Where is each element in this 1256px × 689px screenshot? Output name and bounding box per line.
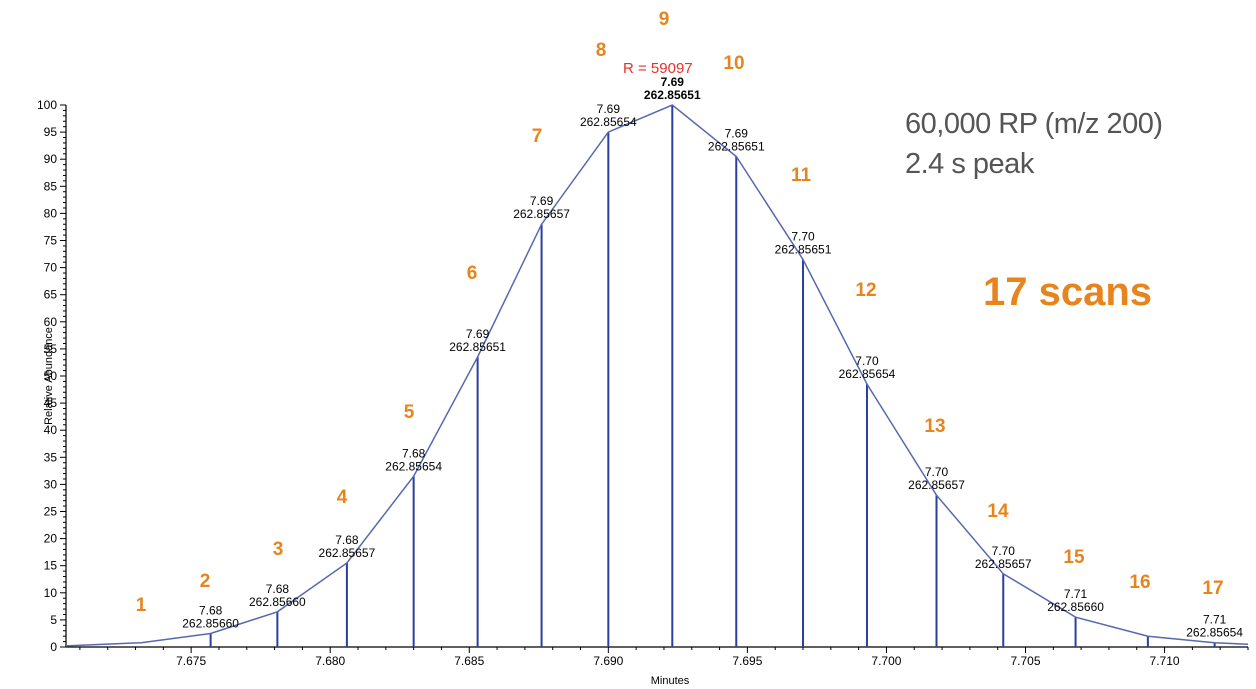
scan-number-label: 5: [404, 402, 415, 423]
y-tick-label: 55: [44, 342, 58, 356]
mz-value-label: 262.85657: [908, 478, 965, 492]
scan-number-label: 8: [596, 40, 607, 61]
resolving-power-label: 60,000 RP (m/z 200): [905, 108, 1163, 140]
data-labels: 7.68262.856607.68262.856607.68262.856577…: [182, 75, 1243, 640]
retention-time-label: 7.69: [530, 194, 554, 208]
retention-time-label: 7.70: [855, 354, 879, 368]
retention-time-label: 7.70: [791, 229, 815, 243]
x-tick-label: 7.690: [593, 654, 623, 668]
scan-sticks: [209, 105, 1216, 647]
mz-value-label: 262.85651: [708, 139, 765, 153]
y-tick-label: 70: [44, 261, 58, 275]
x-tick-label: 7.680: [315, 654, 345, 668]
scan-number-label: 4: [337, 487, 348, 508]
scan-count-label: 17 scans: [983, 270, 1153, 314]
resolution-label: R = 59097: [623, 60, 693, 77]
retention-time-label: 7.68: [199, 603, 223, 617]
y-tick-label: 65: [44, 288, 58, 302]
x-tick-label: 7.705: [1010, 654, 1040, 668]
y-tick-label: 50: [44, 369, 58, 383]
mz-value-label: 262.85660: [249, 595, 306, 609]
scan-number-label: 3: [273, 539, 284, 560]
scan-number-label: 12: [855, 280, 876, 301]
y-tick-label: 80: [44, 206, 58, 220]
mz-value-label: 262.85654: [839, 367, 896, 381]
mz-value-label: 262.85657: [975, 557, 1032, 571]
retention-time-label: 7.68: [266, 582, 290, 596]
x-tick-label: 7.675: [176, 654, 206, 668]
scan-number-label: 14: [987, 501, 1009, 522]
scan-number-label: 6: [467, 263, 478, 284]
scan-number-label: 9: [659, 9, 670, 30]
x-tick-label: 7.685: [454, 654, 484, 668]
y-tick-label: 85: [44, 179, 58, 193]
curve-layer: [65, 104, 1249, 647]
y-axis-title: Relative Abundance: [43, 327, 55, 425]
y-tick-label: 10: [44, 586, 58, 600]
retention-time-label: 7.69: [725, 126, 749, 140]
mz-value-label: 262.85660: [182, 616, 239, 630]
scan-number-label: 7: [532, 126, 543, 147]
mz-value-label: 262.85651: [644, 88, 701, 102]
mz-value-label: 262.85657: [513, 207, 570, 221]
scan-number-label: 1: [136, 595, 147, 616]
scan-number-label: 10: [723, 53, 744, 74]
scan-number-label: 13: [924, 416, 945, 437]
peak-width-label: 2.4 s peak: [905, 148, 1034, 180]
scan-number-label: 11: [791, 165, 812, 186]
y-tick-label: 30: [44, 477, 58, 491]
x-tick-label: 7.710: [1150, 654, 1180, 668]
chromatogram-curve: [65, 104, 1249, 647]
retention-time-label: 7.71: [1203, 613, 1227, 627]
retention-time-label: 7.71: [1064, 587, 1088, 601]
mz-value-label: 262.85660: [1047, 600, 1104, 614]
scan-number-label: 17: [1202, 578, 1223, 599]
scan-number-label: 15: [1063, 547, 1085, 568]
y-tick-label: 15: [44, 559, 58, 573]
y-tick-label: 40: [44, 423, 58, 437]
x-tick-label: 7.700: [871, 654, 901, 668]
y-tick-label: 60: [44, 315, 58, 329]
retention-time-label: 7.69: [466, 327, 490, 341]
retention-time-label: 7.69: [661, 75, 685, 89]
mz-value-label: 262.85654: [1186, 626, 1243, 640]
retention-time-label: 7.70: [925, 465, 949, 479]
y-tick-label: 20: [44, 532, 58, 546]
scan-number-label: 2: [200, 571, 211, 592]
axes: 0510152025303540455055606570758085909510…: [37, 98, 1249, 687]
mz-value-label: 262.85651: [449, 340, 506, 354]
y-tick-label: 90: [44, 152, 58, 166]
mz-value-label: 262.85654: [580, 115, 637, 129]
retention-time-label: 7.68: [402, 446, 426, 460]
y-tick-label: 0: [50, 640, 57, 654]
mz-value-label: 262.85654: [385, 459, 442, 473]
y-tick-label: 5: [50, 613, 57, 627]
retention-time-label: 7.70: [992, 544, 1016, 558]
x-tick-label: 7.695: [732, 654, 762, 668]
y-tick-label: 75: [44, 234, 58, 248]
mz-value-label: 262.85651: [775, 242, 832, 256]
x-axis-title: Minutes: [651, 675, 690, 687]
y-tick-label: 25: [44, 505, 58, 519]
y-tick-label: 95: [44, 125, 58, 139]
retention-time-label: 7.68: [335, 533, 359, 547]
mz-value-label: 262.85657: [319, 546, 376, 560]
retention-time-label: 7.69: [597, 102, 621, 116]
y-tick-label: 45: [44, 396, 58, 410]
y-tick-label: 100: [37, 98, 57, 112]
y-tick-label: 35: [44, 450, 58, 464]
scan-number-label: 16: [1129, 572, 1150, 593]
